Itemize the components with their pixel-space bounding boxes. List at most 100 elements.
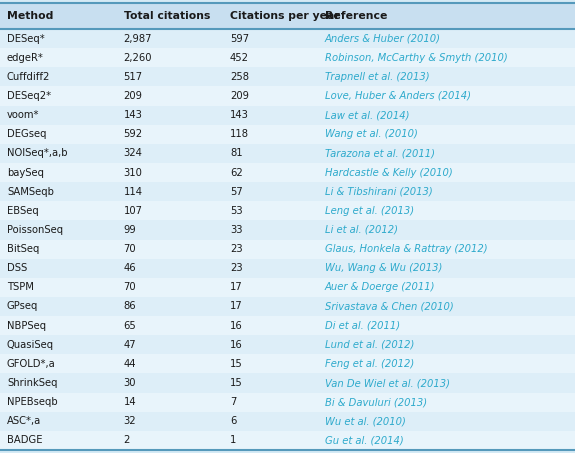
Text: DESeq*: DESeq* bbox=[7, 34, 45, 43]
Text: 32: 32 bbox=[124, 416, 136, 426]
Bar bbox=[0, 201, 575, 220]
Text: Bi & Davuluri (2013): Bi & Davuluri (2013) bbox=[325, 397, 427, 407]
Text: voom*: voom* bbox=[7, 110, 40, 120]
Text: NBPSeq: NBPSeq bbox=[7, 321, 46, 331]
Text: 597: 597 bbox=[230, 34, 249, 43]
Text: 47: 47 bbox=[124, 340, 136, 350]
Text: BADGE: BADGE bbox=[7, 435, 43, 445]
Bar bbox=[0, 87, 575, 106]
Bar bbox=[0, 48, 575, 67]
Text: BitSeq: BitSeq bbox=[7, 244, 39, 254]
Text: PoissonSeq: PoissonSeq bbox=[7, 225, 63, 235]
Text: 57: 57 bbox=[230, 187, 243, 197]
Bar bbox=[0, 316, 575, 335]
Text: 310: 310 bbox=[124, 168, 143, 178]
Bar bbox=[0, 240, 575, 259]
Text: 14: 14 bbox=[124, 397, 136, 407]
Text: Law et al. (2014): Law et al. (2014) bbox=[325, 110, 409, 120]
Text: DEGseq: DEGseq bbox=[7, 129, 47, 139]
Text: 209: 209 bbox=[230, 91, 249, 101]
Text: 44: 44 bbox=[124, 359, 136, 369]
Bar bbox=[0, 354, 575, 373]
Text: SAMSeqb: SAMSeqb bbox=[7, 187, 54, 197]
Text: 258: 258 bbox=[230, 72, 249, 82]
Bar bbox=[0, 373, 575, 393]
Text: 23: 23 bbox=[230, 263, 243, 273]
Text: 15: 15 bbox=[230, 359, 243, 369]
Text: 592: 592 bbox=[124, 129, 143, 139]
Text: 16: 16 bbox=[230, 321, 243, 331]
Text: GFOLD*,a: GFOLD*,a bbox=[7, 359, 56, 369]
Text: 16: 16 bbox=[230, 340, 243, 350]
Bar bbox=[0, 297, 575, 316]
Text: 17: 17 bbox=[230, 282, 243, 292]
Text: Trapnell et al. (2013): Trapnell et al. (2013) bbox=[325, 72, 430, 82]
Text: 114: 114 bbox=[124, 187, 143, 197]
Text: Love, Huber & Anders (2014): Love, Huber & Anders (2014) bbox=[325, 91, 471, 101]
Text: baySeq: baySeq bbox=[7, 168, 44, 178]
Bar bbox=[0, 3, 575, 29]
Text: Robinson, McCarthy & Smyth (2010): Robinson, McCarthy & Smyth (2010) bbox=[325, 53, 508, 63]
Text: 517: 517 bbox=[124, 72, 143, 82]
Text: Anders & Huber (2010): Anders & Huber (2010) bbox=[325, 34, 441, 43]
Text: 99: 99 bbox=[124, 225, 136, 235]
Text: QuasiSeq: QuasiSeq bbox=[7, 340, 54, 350]
Text: 62: 62 bbox=[230, 168, 243, 178]
Text: Citations per year: Citations per year bbox=[230, 11, 340, 21]
Text: 143: 143 bbox=[124, 110, 143, 120]
Text: EBSeq: EBSeq bbox=[7, 206, 39, 216]
Text: 86: 86 bbox=[124, 302, 136, 312]
Text: GPseq: GPseq bbox=[7, 302, 39, 312]
Text: 65: 65 bbox=[124, 321, 136, 331]
Text: 324: 324 bbox=[124, 149, 143, 159]
Bar bbox=[0, 431, 575, 450]
Text: Reference: Reference bbox=[325, 11, 387, 21]
Bar bbox=[0, 182, 575, 201]
Text: 17: 17 bbox=[230, 302, 243, 312]
Text: NOISeq*,a,b: NOISeq*,a,b bbox=[7, 149, 67, 159]
Bar bbox=[0, 335, 575, 354]
Text: Wu et al. (2010): Wu et al. (2010) bbox=[325, 416, 406, 426]
Text: 2,987: 2,987 bbox=[124, 34, 152, 43]
Text: 143: 143 bbox=[230, 110, 249, 120]
Text: Leng et al. (2013): Leng et al. (2013) bbox=[325, 206, 414, 216]
Text: Wang et al. (2010): Wang et al. (2010) bbox=[325, 129, 418, 139]
Text: 2,260: 2,260 bbox=[124, 53, 152, 63]
Text: Feng et al. (2012): Feng et al. (2012) bbox=[325, 359, 414, 369]
Text: Total citations: Total citations bbox=[124, 11, 210, 21]
Bar bbox=[0, 125, 575, 144]
Bar bbox=[0, 144, 575, 163]
Text: DESeq2*: DESeq2* bbox=[7, 91, 51, 101]
Text: Van De Wiel et al. (2013): Van De Wiel et al. (2013) bbox=[325, 378, 450, 388]
Text: Wu, Wang & Wu (2013): Wu, Wang & Wu (2013) bbox=[325, 263, 442, 273]
Text: ShrinkSeq: ShrinkSeq bbox=[7, 378, 58, 388]
Text: 209: 209 bbox=[124, 91, 143, 101]
Text: Di et al. (2011): Di et al. (2011) bbox=[325, 321, 400, 331]
Text: 7: 7 bbox=[230, 397, 236, 407]
Bar bbox=[0, 67, 575, 87]
Text: Cuffdiff2: Cuffdiff2 bbox=[7, 72, 50, 82]
Text: Srivastava & Chen (2010): Srivastava & Chen (2010) bbox=[325, 302, 454, 312]
Bar bbox=[0, 278, 575, 297]
Text: Li & Tibshirani (2013): Li & Tibshirani (2013) bbox=[325, 187, 432, 197]
Bar bbox=[0, 220, 575, 240]
Text: 452: 452 bbox=[230, 53, 249, 63]
Bar bbox=[0, 259, 575, 278]
Text: DSS: DSS bbox=[7, 263, 27, 273]
Text: Hardcastle & Kelly (2010): Hardcastle & Kelly (2010) bbox=[325, 168, 453, 178]
Text: 46: 46 bbox=[124, 263, 136, 273]
Text: Tarazona et al. (2011): Tarazona et al. (2011) bbox=[325, 149, 435, 159]
Text: Method: Method bbox=[7, 11, 53, 21]
Bar bbox=[0, 163, 575, 182]
Text: 53: 53 bbox=[230, 206, 243, 216]
Bar bbox=[0, 29, 575, 48]
Text: 6: 6 bbox=[230, 416, 236, 426]
Text: Glaus, Honkela & Rattray (2012): Glaus, Honkela & Rattray (2012) bbox=[325, 244, 488, 254]
Text: edgeR*: edgeR* bbox=[7, 53, 44, 63]
Text: Gu et al. (2014): Gu et al. (2014) bbox=[325, 435, 404, 445]
Bar bbox=[0, 412, 575, 431]
Bar bbox=[0, 106, 575, 125]
Text: Auer & Doerge (2011): Auer & Doerge (2011) bbox=[325, 282, 435, 292]
Text: 23: 23 bbox=[230, 244, 243, 254]
Text: 30: 30 bbox=[124, 378, 136, 388]
